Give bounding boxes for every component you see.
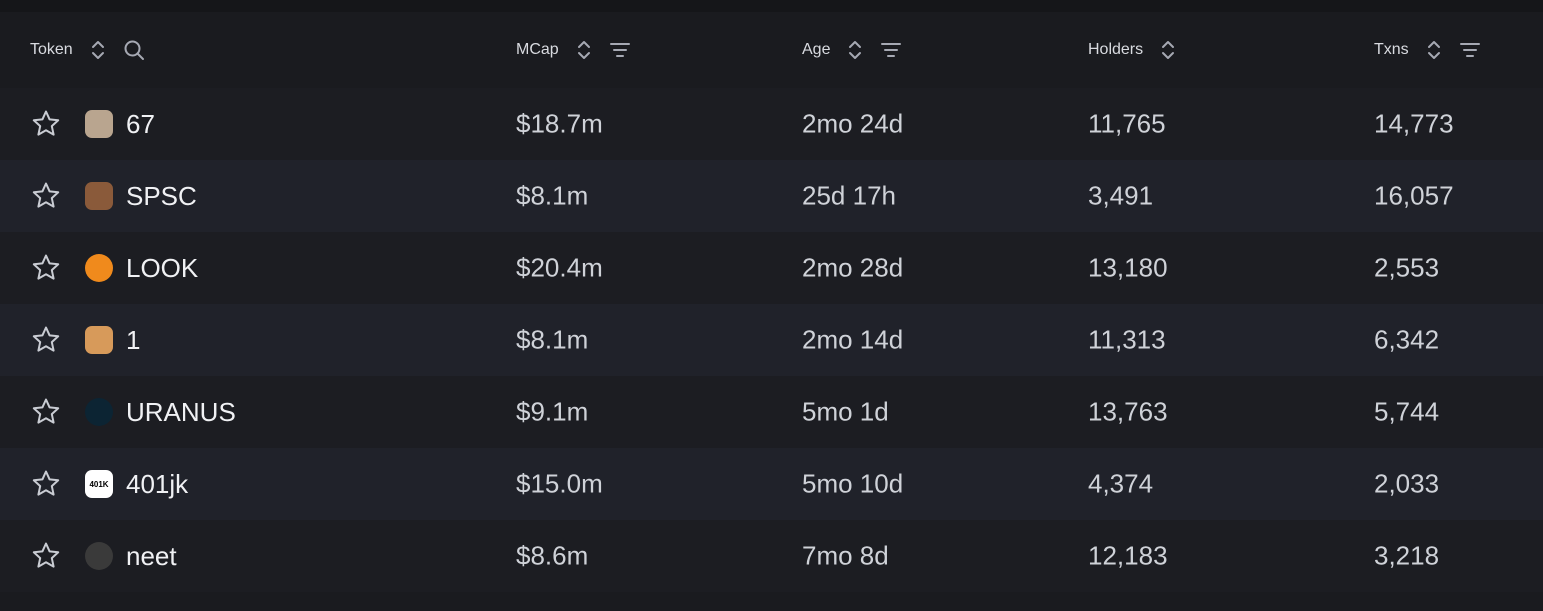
token-cell: URANUS: [29, 395, 236, 429]
age-value: 2mo 28d: [802, 252, 904, 283]
token-avatar: 401K: [85, 470, 113, 498]
txns-value: 14,773: [1374, 108, 1454, 139]
table-row[interactable]: 1 $8.1m 2mo 14d 11,313 6,342: [0, 304, 1543, 376]
mcap-value: $8.1m: [516, 180, 589, 211]
sort-updown-icon[interactable]: [1157, 39, 1179, 61]
token-cell: SPSC: [29, 179, 197, 213]
token-avatar: [85, 542, 113, 570]
txns-value: 6,342: [1374, 324, 1440, 355]
table-row[interactable]: URANUS $9.1m 5mo 1d 13,763 5,744: [0, 376, 1543, 448]
token-avatar: [85, 110, 113, 138]
star-icon[interactable]: [29, 467, 63, 501]
token-cell: neet: [29, 539, 177, 573]
txns-value: 2,553: [1374, 252, 1440, 283]
holders-value: 13,763: [1088, 396, 1168, 427]
age-value: 5mo 10d: [802, 468, 904, 499]
star-icon[interactable]: [29, 107, 63, 141]
header-age: Age: [802, 39, 902, 61]
header-token: Token: [30, 39, 145, 61]
sort-updown-icon[interactable]: [573, 39, 595, 61]
top-bar: [0, 0, 1543, 12]
token-table: Token MCap Age: [0, 12, 1543, 592]
token-avatar: [85, 326, 113, 354]
age-value: 7mo 8d: [802, 540, 889, 571]
star-icon[interactable]: [29, 395, 63, 429]
token-name[interactable]: 401jk: [126, 468, 189, 499]
header-txns: Txns: [1374, 39, 1481, 61]
header-txns-label: Txns: [1374, 41, 1409, 58]
holders-value: 12,183: [1088, 540, 1168, 571]
token-name[interactable]: LOOK: [126, 252, 199, 283]
table-row[interactable]: SPSC $8.1m 25d 17h 3,491 16,057: [0, 160, 1543, 232]
mcap-value: $9.1m: [516, 396, 589, 427]
header-holders-label: Holders: [1088, 41, 1144, 58]
token-name[interactable]: 67: [126, 108, 155, 139]
filter-icon[interactable]: [1459, 39, 1481, 61]
holders-value: 3,491: [1088, 180, 1154, 211]
header-token-label: Token: [30, 41, 73, 58]
table-header: Token MCap Age: [0, 12, 1543, 88]
token-name[interactable]: neet: [126, 540, 177, 571]
sort-updown-icon[interactable]: [1423, 39, 1445, 61]
holders-value: 11,313: [1088, 324, 1166, 355]
header-age-label: Age: [802, 41, 831, 58]
header-mcap-label: MCap: [516, 41, 559, 58]
token-name[interactable]: 1: [126, 324, 141, 355]
age-value: 25d 17h: [802, 180, 896, 211]
token-avatar: [85, 182, 113, 210]
txns-value: 5,744: [1374, 396, 1440, 427]
sort-updown-icon[interactable]: [844, 39, 866, 61]
holders-value: 4,374: [1088, 468, 1154, 499]
token-avatar: [85, 398, 113, 426]
age-value: 2mo 14d: [802, 324, 904, 355]
table-row[interactable]: 401K 401jk $15.0m 5mo 10d 4,374 2,033: [0, 448, 1543, 520]
table-body: 67 $18.7m 2mo 24d 11,765 14,773 SPSC $8.…: [0, 88, 1543, 592]
txns-value: 2,033: [1374, 468, 1440, 499]
age-value: 5mo 1d: [802, 396, 889, 427]
holders-value: 11,765: [1088, 108, 1166, 139]
mcap-value: $8.6m: [516, 540, 589, 571]
table-row[interactable]: neet $8.6m 7mo 8d 12,183 3,218: [0, 520, 1543, 592]
filter-icon[interactable]: [880, 39, 902, 61]
mcap-value: $20.4m: [516, 252, 603, 283]
holders-value: 13,180: [1088, 252, 1168, 283]
txns-value: 3,218: [1374, 540, 1440, 571]
search-icon[interactable]: [123, 39, 145, 61]
token-cell: 401K 401jk: [29, 467, 188, 501]
filter-icon[interactable]: [609, 39, 631, 61]
header-holders: Holders: [1088, 39, 1179, 61]
token-name[interactable]: SPSC: [126, 180, 197, 211]
star-icon[interactable]: [29, 539, 63, 573]
table-row[interactable]: 67 $18.7m 2mo 24d 11,765 14,773: [0, 88, 1543, 160]
avatar-label: 401K: [89, 479, 109, 489]
table-row[interactable]: LOOK $20.4m 2mo 28d 13,180 2,553: [0, 232, 1543, 304]
sort-updown-icon[interactable]: [87, 39, 109, 61]
txns-value: 16,057: [1374, 180, 1454, 211]
mcap-value: $15.0m: [516, 468, 603, 499]
token-cell: 67: [29, 107, 155, 141]
mcap-value: $18.7m: [516, 108, 603, 139]
star-icon[interactable]: [29, 251, 63, 285]
token-name[interactable]: URANUS: [126, 396, 236, 427]
token-cell: LOOK: [29, 251, 198, 285]
mcap-value: $8.1m: [516, 324, 589, 355]
star-icon[interactable]: [29, 179, 63, 213]
age-value: 2mo 24d: [802, 108, 904, 139]
token-avatar: [85, 254, 113, 282]
star-icon[interactable]: [29, 323, 63, 357]
header-mcap: MCap: [516, 39, 631, 61]
token-cell: 1: [29, 323, 140, 357]
